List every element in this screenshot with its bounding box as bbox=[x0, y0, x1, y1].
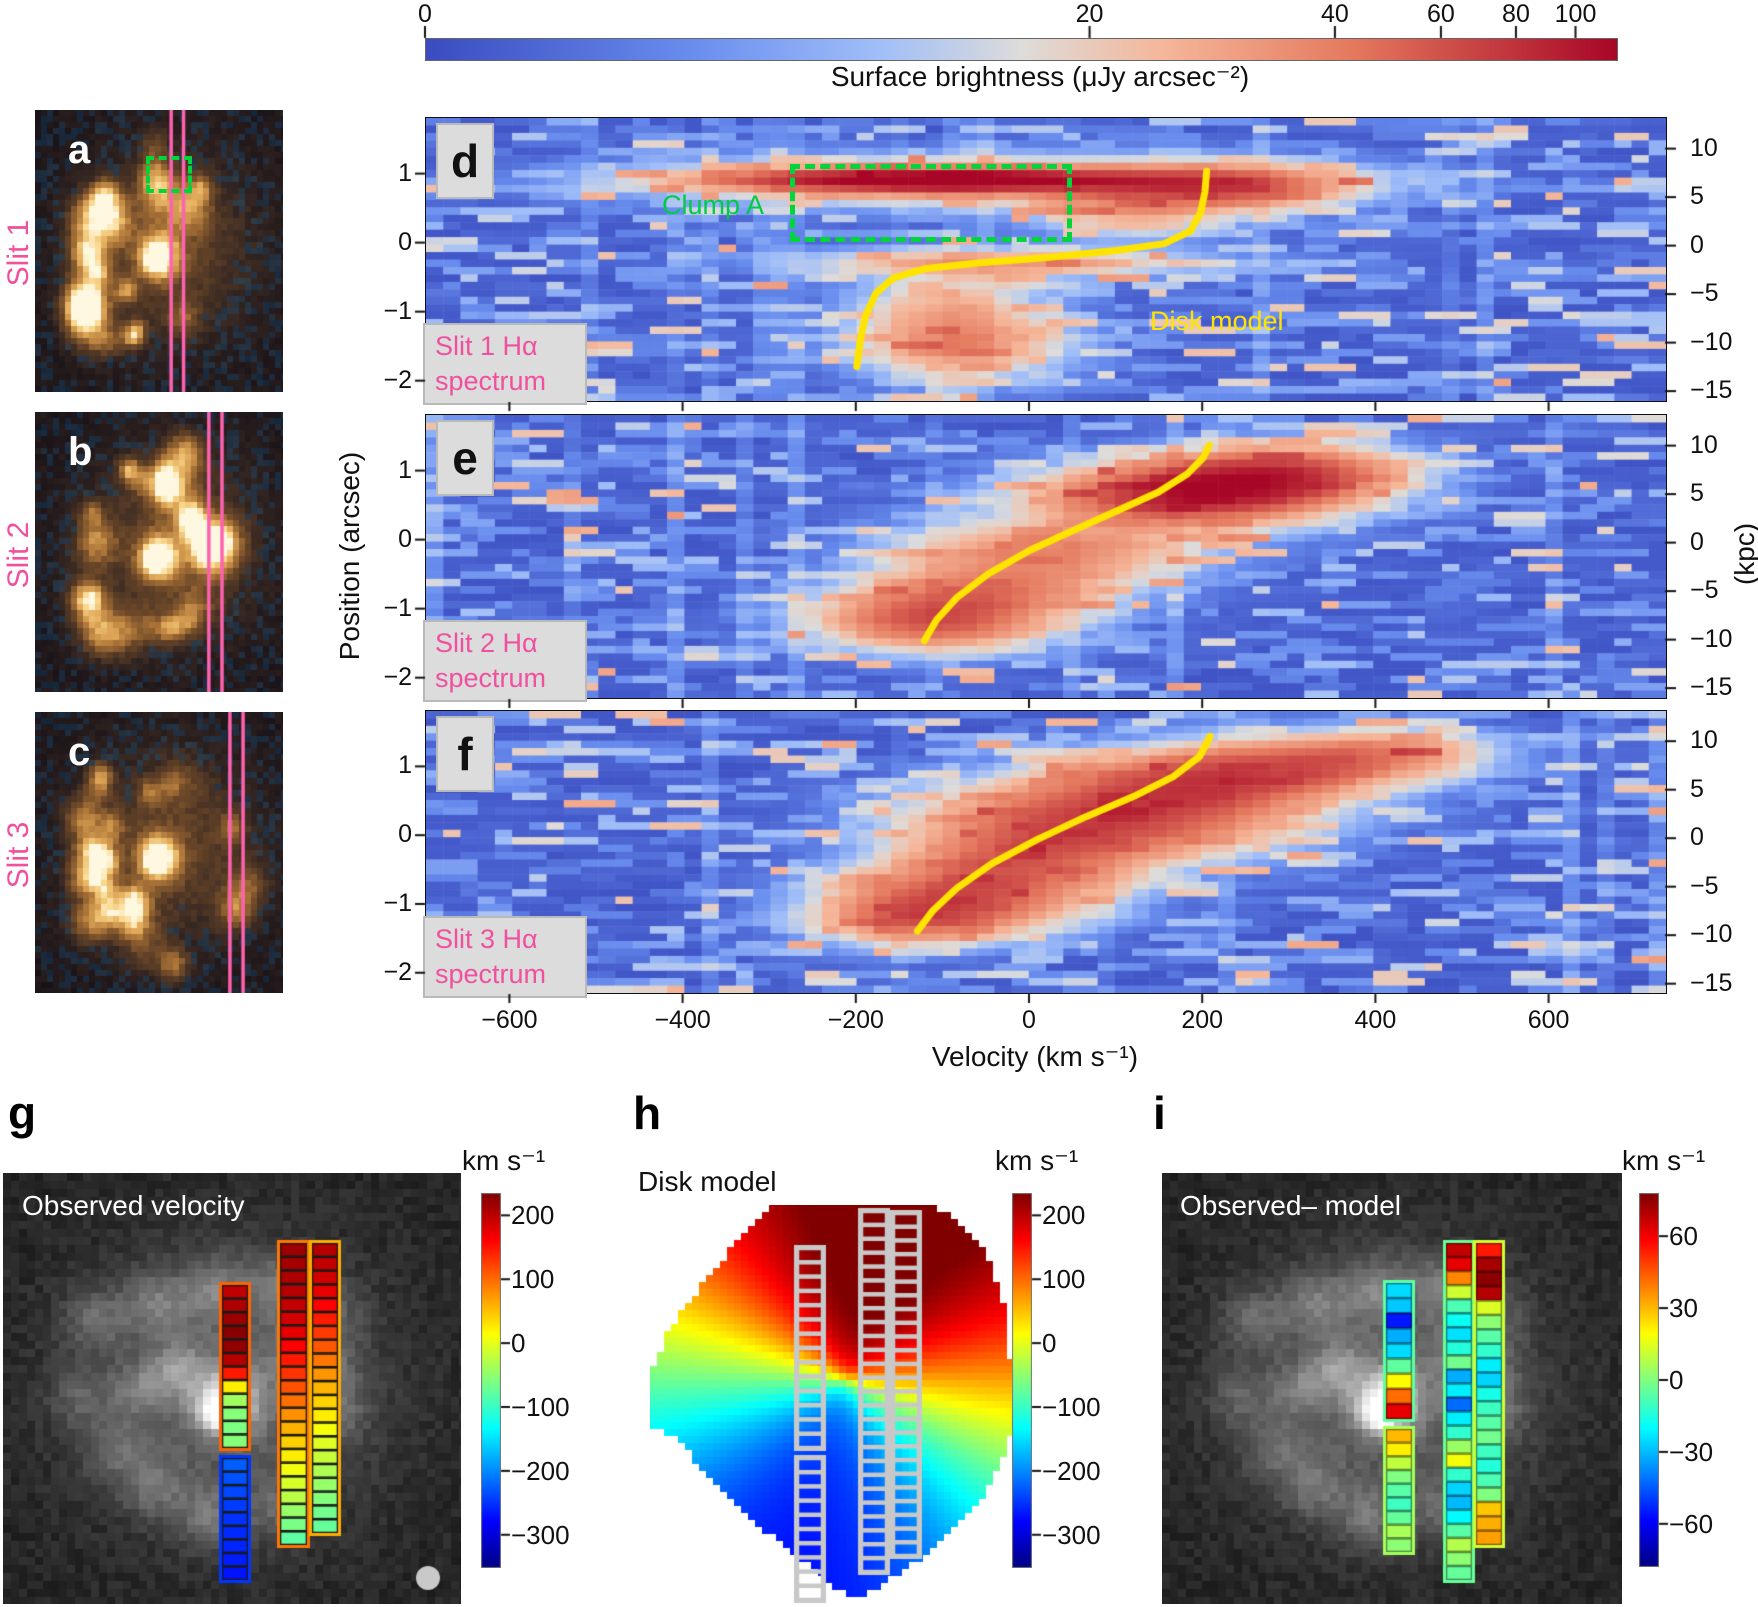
figure-root: Surface brightness (μJy arcsec⁻²) Slit 1… bbox=[0, 0, 1758, 1607]
tick-marks-overlay bbox=[0, 0, 1758, 1607]
